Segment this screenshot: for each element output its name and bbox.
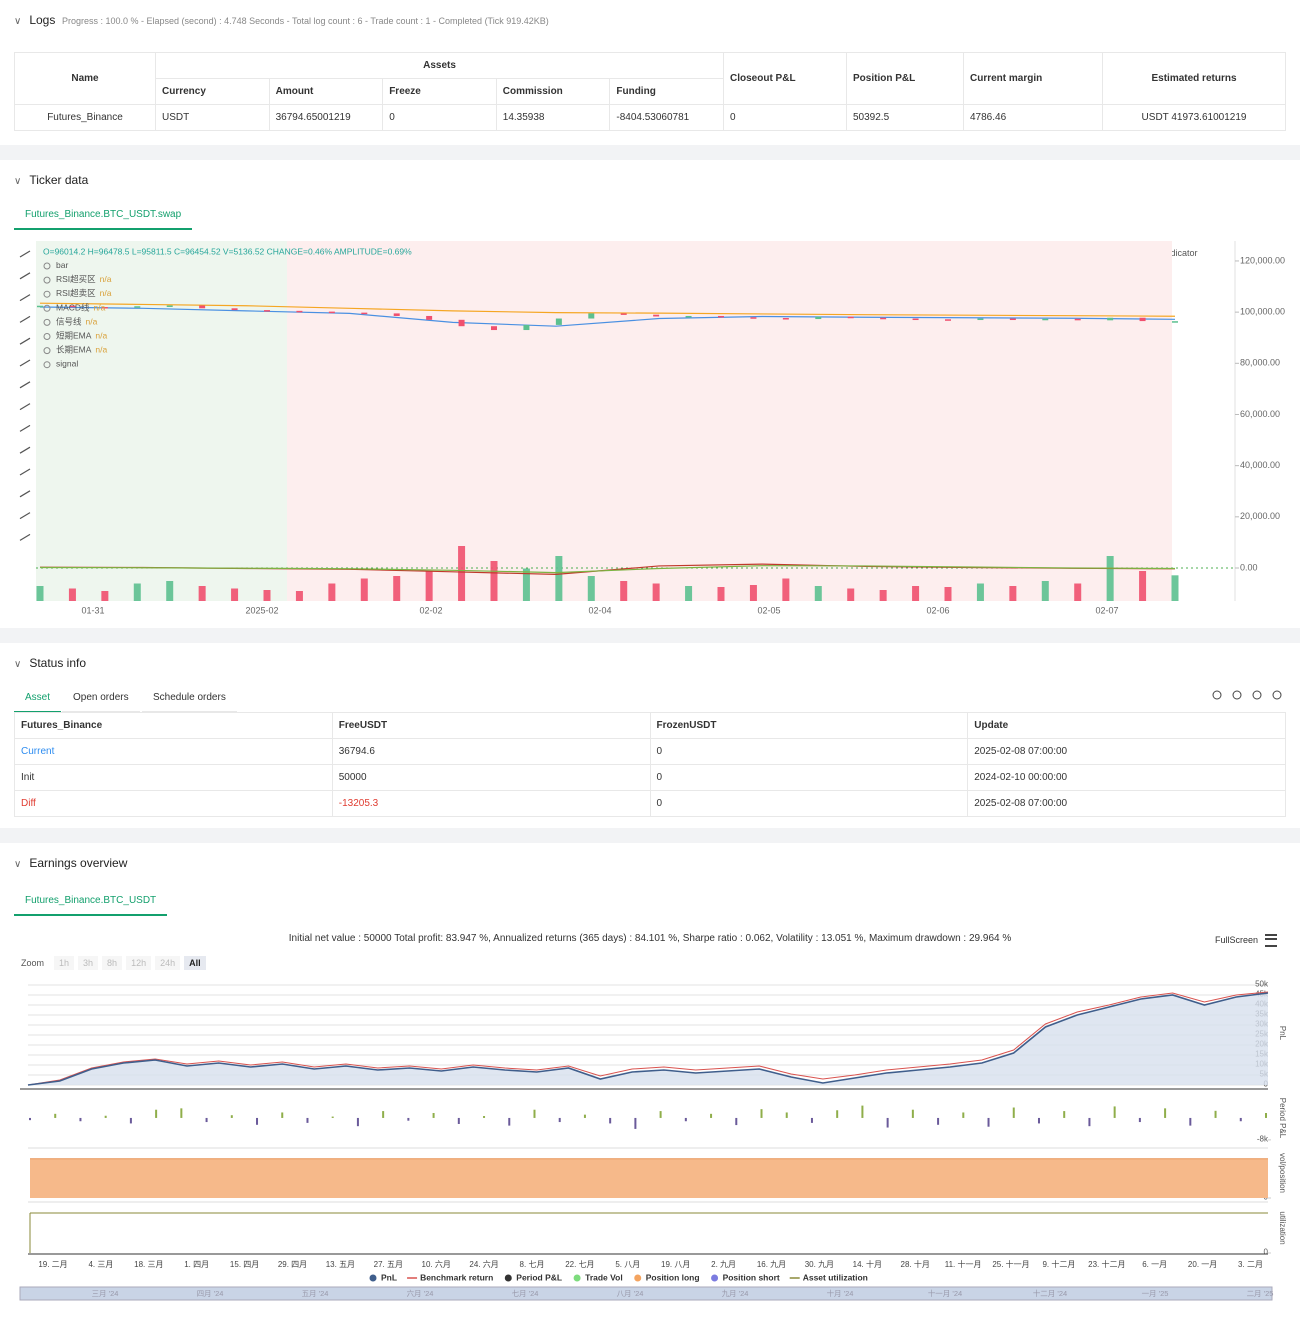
- header-row: Currency Amount Freeze Commission Funding: [15, 78, 1286, 105]
- logs-table: Name Assets Closeout P&L Position P&L Curren…: [14, 52, 1286, 131]
- section-title[interactable]: Earnings overview: [14, 856, 127, 870]
- chart-buttons: Order Indicator: [1130, 248, 1198, 258]
- status-tab[interactable]: Asset: [14, 684, 62, 713]
- data-row: Init 50000 0 2024-02-10 00:00:00: [14, 764, 1286, 791]
- cell: 0: [649, 738, 969, 765]
- cell: -8404.53060781: [609, 104, 724, 131]
- zoom-button[interactable]: 3h: [78, 956, 99, 970]
- cell: USDT 41973.61001219: [1102, 104, 1286, 131]
- cell: 0: [382, 104, 497, 131]
- zoom-button[interactable]: 1h: [54, 956, 75, 970]
- column-header: FreeUSDT: [331, 712, 651, 739]
- cell: USDT: [155, 104, 270, 131]
- column-header: Futures_Binance: [14, 712, 333, 739]
- cell: 2025-02-08 07:00:00: [967, 738, 1286, 765]
- cell: 0: [649, 764, 969, 791]
- column-header: Closeout P&L: [723, 52, 847, 105]
- cell: -13205.3: [331, 790, 651, 817]
- column-header: Current margin: [963, 52, 1103, 105]
- earnings-tab[interactable]: Futures_Binance.BTC_USDT: [14, 887, 168, 916]
- zoom-button[interactable]: 12h: [126, 956, 152, 970]
- cell: 36794.65001219: [268, 104, 384, 131]
- chart-button[interactable]: Indicator: [1163, 248, 1198, 258]
- menu-icon[interactable]: [1265, 934, 1277, 947]
- cell: Futures_Binance: [14, 104, 156, 131]
- cell: 50392.5: [846, 104, 964, 131]
- section-title[interactable]: Logs: [14, 13, 55, 27]
- status-tab[interactable]: Open orders: [62, 684, 140, 712]
- logs-panel: Logs Progress : 100.0 % - Elapsed (secon…: [0, 0, 1300, 145]
- ticker-tab[interactable]: Futures_Binance.BTC_USDT.swap: [14, 201, 193, 230]
- cell: 14.35938: [495, 104, 611, 131]
- column-header: Assets: [155, 52, 724, 79]
- column-header: Estimated returns: [1102, 52, 1286, 105]
- cell: 50000: [331, 764, 651, 791]
- column-header: Update: [967, 712, 1286, 739]
- fullscreen-button[interactable]: FullScreen: [1215, 935, 1259, 945]
- column-header: Name: [14, 52, 156, 105]
- data-row: Current 36794.6 0 2025-02-08 07:00:00: [14, 738, 1286, 765]
- cell: 2024-02-10 00:00:00: [967, 764, 1286, 791]
- cell: 0: [649, 790, 969, 817]
- column-header: Amount: [268, 78, 384, 105]
- zoom-bar: Zoom 1h 3h 8h 12h 24h All: [21, 956, 206, 970]
- column-header: Currency: [155, 78, 270, 105]
- cell: Diff: [14, 790, 333, 817]
- ticker-panel: Ticker data Futures_Binance.BTC_USDT.swa…: [0, 160, 1300, 628]
- status-table: Futures_Binance FreeUSDT FrozenUSDT Update C…: [14, 712, 1286, 817]
- cell: 4786.46: [963, 104, 1103, 131]
- data-row: Futures_Binance USDT 36794.65001219 0 14.359…: [14, 104, 1286, 131]
- header-row: Futures_Binance FreeUSDT FrozenUSDT Update: [14, 712, 1286, 739]
- cell: Init: [14, 764, 333, 791]
- chart-button[interactable]: Order: [1130, 248, 1154, 258]
- earnings-panel: Earnings overview Futures_Binance.BTC_US…: [0, 843, 1300, 1322]
- data-row: Diff -13205.3 0 2025-02-08 07:00:00: [14, 790, 1286, 817]
- section-title[interactable]: Ticker data: [14, 173, 88, 187]
- stats: Initial net value : 50000 Total profit: …: [288, 933, 1012, 944]
- column-header: Freeze: [382, 78, 497, 105]
- cell: 0: [723, 104, 847, 131]
- column-header: Commission: [495, 78, 611, 105]
- header-row: Name Assets Closeout P&L Position P&L Curren…: [14, 52, 1286, 105]
- zoom-label: Zoom: [21, 958, 45, 968]
- section-title[interactable]: Status info: [14, 656, 86, 670]
- status-tab[interactable]: Schedule orders: [142, 684, 237, 712]
- zoom-button[interactable]: 8h: [102, 956, 123, 970]
- column-header: Funding: [609, 78, 724, 105]
- column-header: FrozenUSDT: [649, 712, 969, 739]
- cell: 36794.6: [331, 738, 651, 765]
- zoom-button[interactable]: 24h: [155, 956, 181, 970]
- column-header: Position P&L: [846, 52, 964, 105]
- log-summary: Progress : 100.0 % - Elapsed (second) : …: [62, 16, 549, 26]
- cell: Current: [14, 738, 333, 765]
- zoom-button[interactable]: All: [184, 956, 206, 970]
- cell: 2025-02-08 07:00:00: [967, 790, 1286, 817]
